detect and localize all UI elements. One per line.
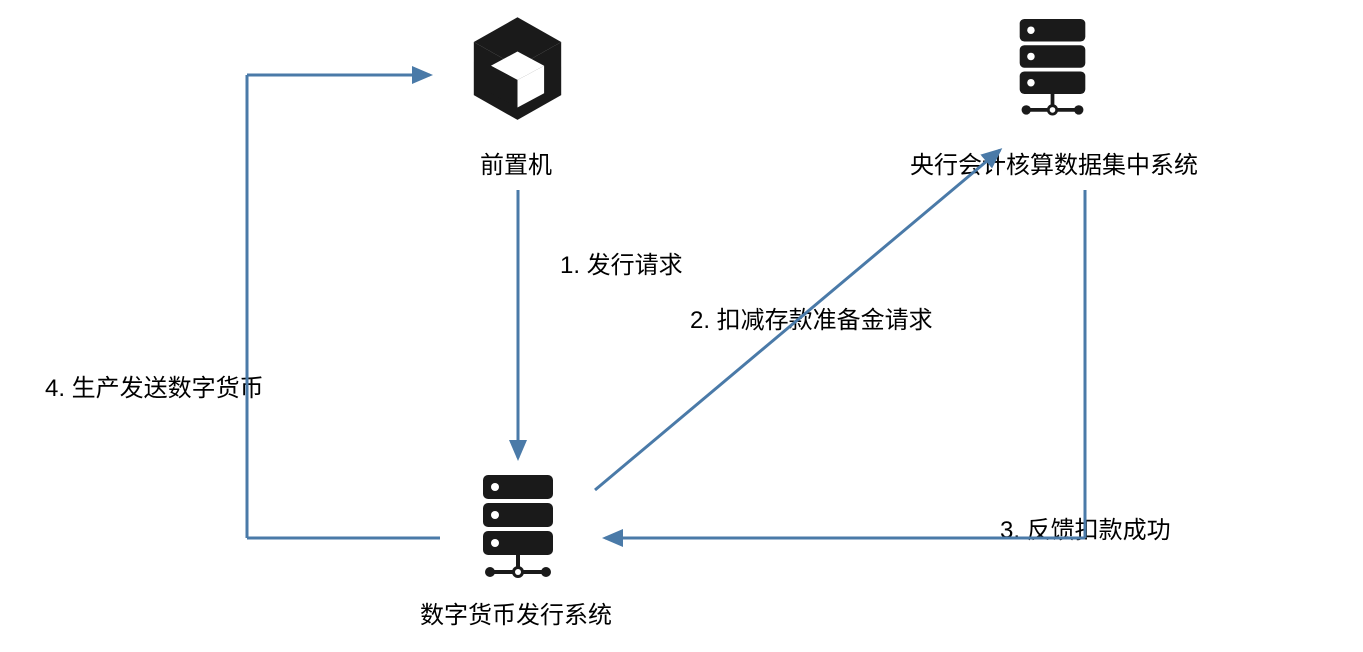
node-label-front: 前置机 <box>480 145 552 180</box>
edge-label-2: 2. 扣减存款准备金请求 <box>690 300 933 335</box>
edge-label-4: 4. 生产发送数字货币 <box>45 368 264 403</box>
arrows-layer <box>0 0 1363 652</box>
cube-icon <box>470 15 565 130</box>
edge-label-1: 1. 发行请求 <box>560 245 683 280</box>
server-icon <box>478 475 558 590</box>
server-icon <box>1015 18 1090 128</box>
node-label-issuance: 数字货币发行系统 <box>420 595 612 630</box>
node-label-accounting: 央行会计核算数据集中系统 <box>910 145 1198 180</box>
edge-label-3: 3. 反馈扣款成功 <box>1000 510 1171 545</box>
